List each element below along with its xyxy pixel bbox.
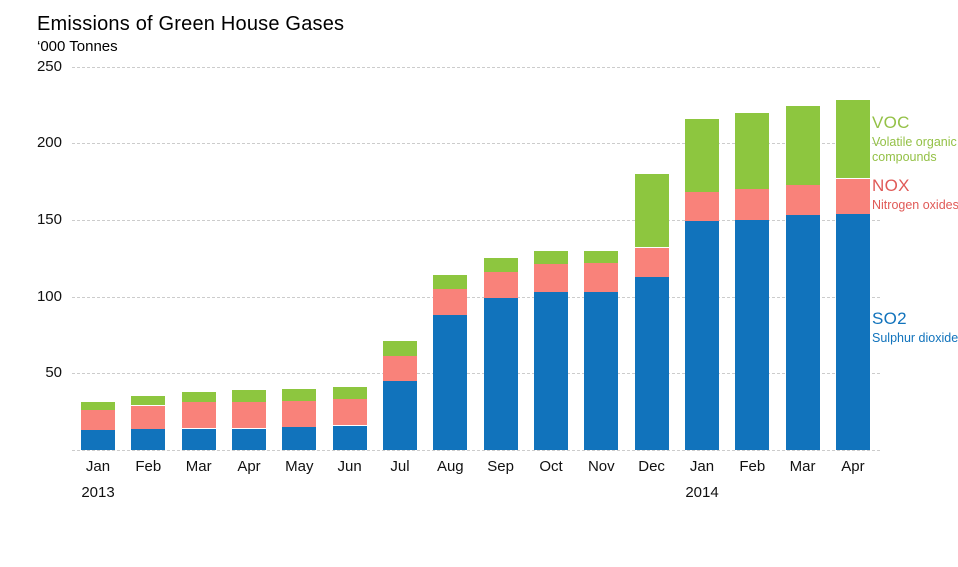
bar-mar-14-so2 xyxy=(785,215,820,450)
legend-item-voc: VOC Volatile organic compounds xyxy=(872,114,958,164)
bar-dec-11-voc xyxy=(634,173,669,248)
bar-oct-9-voc xyxy=(534,250,568,265)
bar-jul-6-nox xyxy=(383,356,417,381)
bar-apr-3-voc xyxy=(232,390,266,403)
gridline-200 xyxy=(72,143,880,145)
x-axis-label-1: Feb xyxy=(135,458,162,475)
year-label-2013: 2013 xyxy=(81,484,115,501)
legend-nox-label: NOX xyxy=(872,176,910,195)
y-axis-tick-200: 200 xyxy=(36,134,62,152)
bar-sep-8-voc xyxy=(483,258,518,273)
bar-aug-7-voc xyxy=(433,275,468,289)
bar-sep-8-nox xyxy=(483,272,518,299)
legend-item-nox: NOX Nitrogen oxides xyxy=(872,177,958,213)
bar-may-4-so2 xyxy=(282,427,317,450)
bar-jan-12-nox xyxy=(685,192,719,222)
bar-jul-6-so2 xyxy=(383,381,417,450)
bar-jul-6-voc xyxy=(383,341,417,357)
y-axis-tick-250: 250 xyxy=(36,57,62,75)
bar-jun-5-so2 xyxy=(332,425,367,450)
x-axis-label-7: Aug xyxy=(436,458,464,475)
legend-voc-description: Volatile organic compounds xyxy=(872,135,957,164)
gridline-50 xyxy=(72,373,880,375)
gridline-150 xyxy=(72,219,880,221)
bar-apr-15-so2 xyxy=(835,213,870,450)
bar-apr-3-nox xyxy=(232,402,266,429)
bar-apr-15-nox xyxy=(835,178,870,214)
x-axis-label-9: Oct xyxy=(539,458,563,475)
bar-mar-2-nox xyxy=(181,402,216,429)
x-axis-label-11: Dec xyxy=(638,458,665,475)
x-axis-label-15: Apr xyxy=(841,458,865,475)
x-axis-label-12: Jan xyxy=(689,458,715,475)
bar-may-4-nox xyxy=(282,400,317,427)
bar-jun-5-nox xyxy=(332,399,367,426)
bar-aug-7-nox xyxy=(433,288,468,315)
bar-nov-10-so2 xyxy=(584,292,619,450)
gridline-100 xyxy=(72,296,880,298)
legend-item-so2: SO2 Sulphur dioxide xyxy=(872,310,958,346)
bar-jan-0-voc xyxy=(81,402,115,411)
x-axis-label-4: May xyxy=(285,458,314,475)
chart-y-axis-unit: ‘000 Tonnes xyxy=(37,38,118,55)
legend-so2-description: Sulphur dioxide xyxy=(872,331,958,345)
bar-nov-10-voc xyxy=(584,250,619,263)
x-axis-label-8: Sep xyxy=(487,458,514,475)
gridline-baseline xyxy=(72,450,880,451)
x-axis-label-10: Nov xyxy=(587,458,615,475)
bar-feb-13-voc xyxy=(735,112,770,190)
bar-apr-15-voc xyxy=(835,100,870,179)
legend-nox-description: Nitrogen oxides xyxy=(872,198,958,212)
bar-jan-0-nox xyxy=(81,410,115,430)
bar-dec-11-so2 xyxy=(634,276,669,450)
bar-mar-14-nox xyxy=(785,184,820,216)
x-axis-label-14: Mar xyxy=(789,458,816,475)
bar-may-4-voc xyxy=(282,388,317,401)
bar-jan-0-so2 xyxy=(81,430,115,450)
gridline-250 xyxy=(72,66,880,68)
bar-mar-14-voc xyxy=(785,106,820,185)
x-axis-label-5: Jun xyxy=(337,458,362,475)
bar-jan-12-so2 xyxy=(685,221,719,450)
bar-jan-12-voc xyxy=(685,118,719,193)
bar-sep-8-so2 xyxy=(483,298,518,450)
chart-title: Emissions of Green House Gases xyxy=(37,13,345,35)
legend-so2-label: SO2 xyxy=(872,309,907,328)
x-axis-label-0: Jan xyxy=(85,458,111,475)
year-label-2014: 2014 xyxy=(685,484,719,501)
bar-oct-9-nox xyxy=(534,264,568,292)
bar-apr-3-so2 xyxy=(232,428,266,450)
bar-oct-9-so2 xyxy=(534,292,568,450)
bar-feb-1-nox xyxy=(131,405,166,429)
bar-feb-13-so2 xyxy=(735,219,770,450)
y-axis-tick-100: 100 xyxy=(36,287,62,305)
bar-mar-2-so2 xyxy=(181,428,216,450)
legend-voc-label: VOC xyxy=(872,113,910,132)
bar-jun-5-voc xyxy=(332,387,367,400)
x-axis-label-2: Mar xyxy=(185,458,212,475)
bar-feb-1-voc xyxy=(131,396,166,406)
bar-nov-10-nox xyxy=(584,262,619,292)
y-axis-tick-50: 50 xyxy=(45,364,62,382)
x-axis-label-3: Apr xyxy=(237,458,261,475)
y-axis-tick-150: 150 xyxy=(36,210,62,228)
bar-feb-1-so2 xyxy=(131,428,166,450)
bar-mar-2-voc xyxy=(181,391,216,403)
bar-aug-7-so2 xyxy=(433,315,468,450)
bar-feb-13-nox xyxy=(735,189,770,220)
x-axis-label-13: Feb xyxy=(739,458,766,475)
bar-dec-11-nox xyxy=(634,247,669,277)
x-axis-label-6: Jul xyxy=(390,458,410,475)
